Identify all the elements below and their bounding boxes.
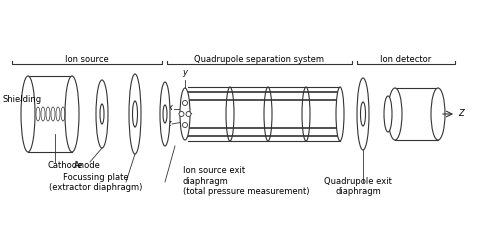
Text: z: z: [165, 120, 170, 129]
Ellipse shape: [160, 82, 170, 146]
Text: Anode: Anode: [74, 161, 101, 171]
Text: Cathode: Cathode: [48, 161, 83, 171]
Text: +: +: [182, 98, 188, 107]
Ellipse shape: [129, 74, 141, 154]
Text: Shielding: Shielding: [3, 96, 42, 105]
Ellipse shape: [357, 78, 369, 150]
Text: +: +: [182, 121, 188, 129]
Ellipse shape: [183, 122, 187, 128]
Ellipse shape: [100, 104, 104, 124]
Ellipse shape: [179, 112, 184, 116]
Ellipse shape: [180, 88, 190, 140]
Text: Ion source exit
diaphragm
(total pressure measurement): Ion source exit diaphragm (total pressur…: [183, 166, 309, 196]
Text: Quadrupole exit
diaphragm: Quadrupole exit diaphragm: [324, 177, 392, 196]
Ellipse shape: [65, 76, 79, 152]
Ellipse shape: [336, 87, 344, 141]
Text: Quadrupole separation system: Quadrupole separation system: [195, 55, 325, 64]
Text: Ion detector: Ion detector: [380, 55, 432, 64]
Text: −: −: [177, 109, 185, 119]
Ellipse shape: [132, 101, 138, 127]
Text: Focussing plate
(extractor diaphragm): Focussing plate (extractor diaphragm): [49, 173, 143, 192]
Ellipse shape: [163, 105, 167, 123]
Ellipse shape: [431, 88, 445, 140]
Ellipse shape: [384, 96, 392, 132]
Ellipse shape: [96, 80, 108, 148]
Ellipse shape: [360, 102, 366, 126]
Text: −: −: [185, 109, 193, 119]
Ellipse shape: [388, 88, 402, 140]
Ellipse shape: [183, 100, 187, 106]
Ellipse shape: [186, 112, 191, 116]
Text: x: x: [167, 104, 172, 113]
Text: Ion source: Ion source: [65, 55, 109, 64]
Ellipse shape: [21, 76, 35, 152]
Text: y: y: [183, 68, 187, 77]
Text: Z: Z: [458, 108, 464, 118]
